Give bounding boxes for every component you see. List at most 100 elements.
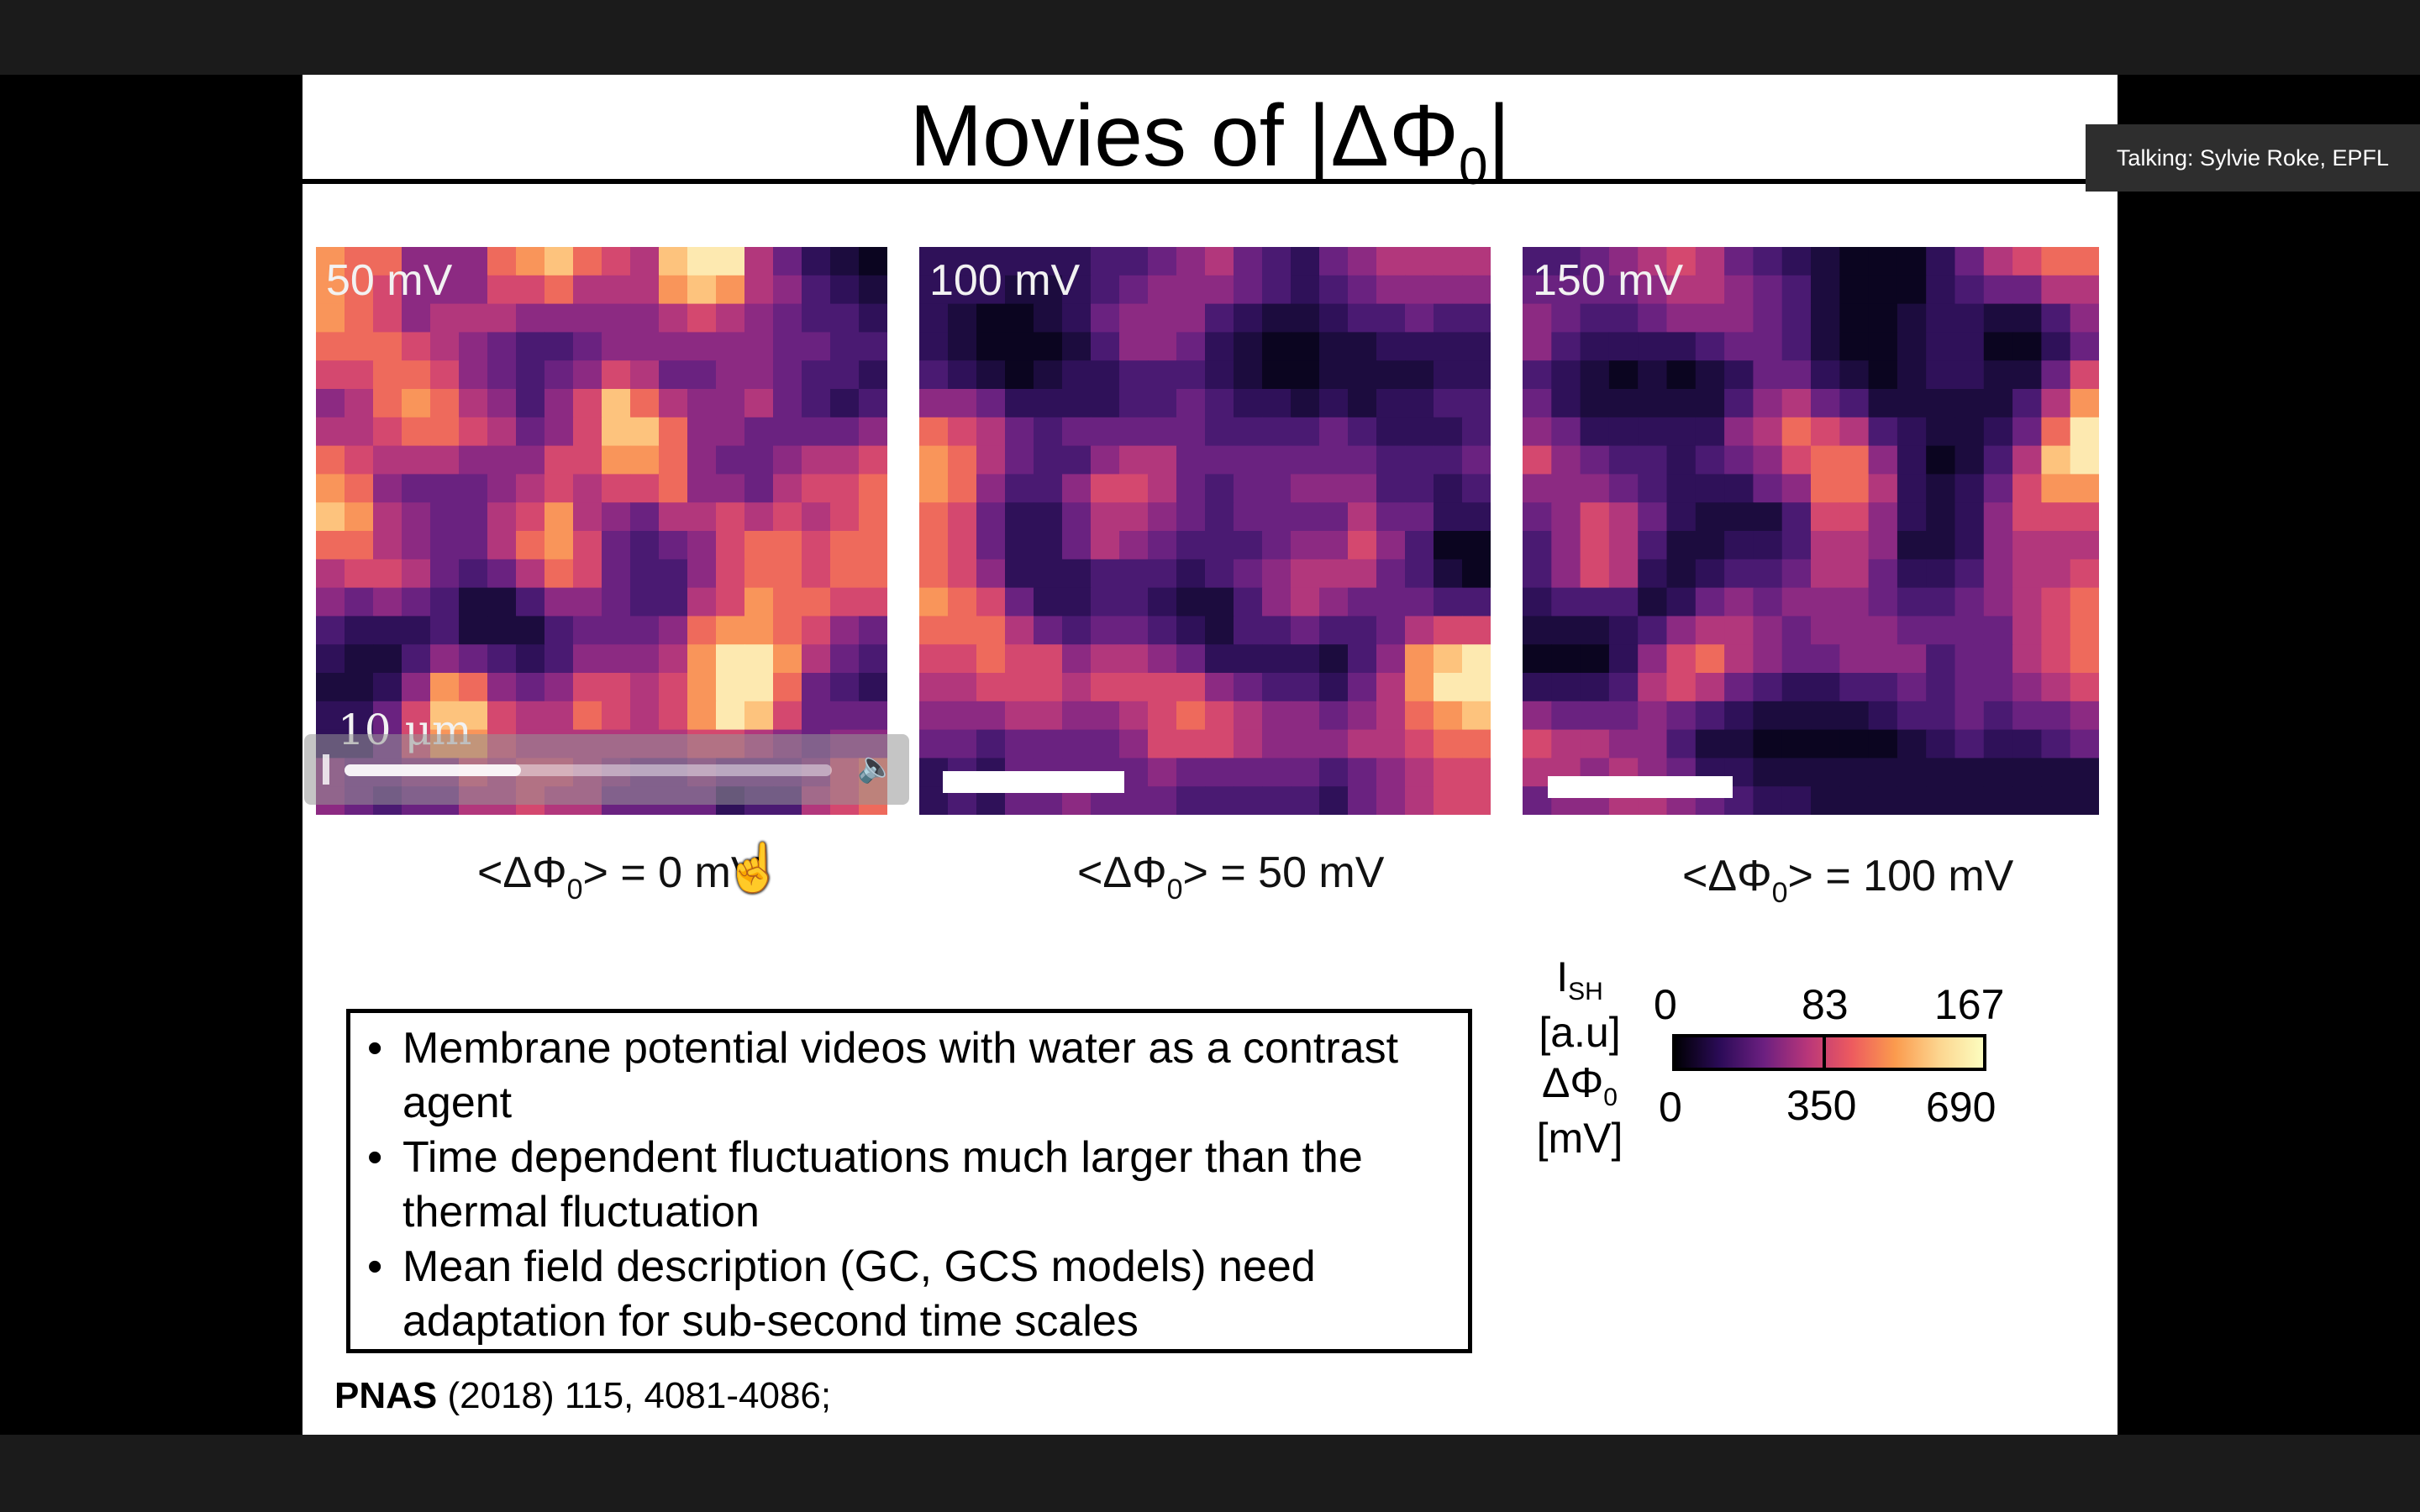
heatmap-pixel <box>1753 644 1783 674</box>
heatmap-pixel <box>716 275 745 305</box>
heatmap-pixel <box>659 616 688 645</box>
heatmap-pixel <box>602 417 631 447</box>
heatmap-pixel <box>919 531 949 560</box>
heatmap-pixel <box>802 502 831 532</box>
heatmap-pixel <box>773 389 802 418</box>
heatmap-pixel <box>859 644 887 674</box>
heatmap-pixel <box>1580 247 1610 276</box>
caption-3: <ΔΦ0> = 100 mV <box>1682 851 2013 910</box>
heatmap-pixel <box>659 559 688 589</box>
heatmap-pixel <box>2012 303 2043 333</box>
heatmap-pixel <box>1091 445 1120 475</box>
heatmap-pixel <box>402 644 431 674</box>
heatmap-pixel <box>1234 360 1263 390</box>
heatmap-pixel <box>602 559 631 589</box>
heatmap-pixel <box>402 247 431 276</box>
heatmap-pixel <box>1983 758 2013 787</box>
heatmap-pixel <box>2041 332 2071 361</box>
heatmap-pixel <box>459 275 488 305</box>
heatmap-pixel <box>1148 474 1177 503</box>
ish-label-sub: SH <box>1568 978 1603 1005</box>
heatmap-pixel <box>830 701 860 731</box>
heatmap-pixel <box>487 616 517 645</box>
heatmap-pixel <box>1062 673 1092 702</box>
heatmap-pixel <box>1695 303 1725 333</box>
heatmap-pixel <box>1811 332 1840 361</box>
heatmap-pixel <box>402 474 431 503</box>
heatmap-pixel <box>859 616 887 645</box>
heatmap-pixel <box>1291 701 1320 731</box>
heatmap-pixel <box>1753 445 1783 475</box>
panel-label-1: 50 mV <box>326 256 453 305</box>
heatmap-pixel <box>602 616 631 645</box>
heatmap-pixel <box>1580 587 1610 617</box>
heatmap-pixel <box>1551 502 1581 532</box>
heatmap-pixel <box>1148 616 1177 645</box>
heatmap-pixel <box>1724 616 1754 645</box>
heatmap-pixel <box>2070 360 2099 390</box>
heatmap-pixel <box>1405 701 1434 731</box>
heatmap-pixel <box>1753 786 1783 815</box>
heatmap-pixel <box>1291 389 1320 418</box>
heatmap-pixel <box>1148 559 1177 589</box>
heatmap-pixel <box>919 673 949 702</box>
heatmap-pixel <box>1724 701 1754 731</box>
heatmap-pixel <box>402 389 431 418</box>
speaker-icon[interactable]: 🔈 <box>857 749 895 784</box>
heatmap-pixel <box>1205 531 1234 560</box>
video-controls[interactable]: 🔈 <box>304 734 909 805</box>
heatmap-pixel <box>1234 587 1263 617</box>
ish-unit: [a.u] <box>1539 1009 1621 1056</box>
heatmap-pixel <box>1638 332 1668 361</box>
heatmap-pixel <box>1348 644 1377 674</box>
heatmap-pixel <box>976 332 1006 361</box>
heatmap-pixel <box>1523 673 1552 702</box>
heatmap-pixel <box>1811 445 1840 475</box>
heatmap-pixel <box>1091 247 1120 276</box>
heatmap-pixel <box>459 445 488 475</box>
heatmap-pixel <box>1119 275 1149 305</box>
heatmap-pixel <box>744 474 774 503</box>
heatmap-pixel <box>1897 389 1927 418</box>
colorbar-bottom-tick-2: 350 <box>1786 1082 1857 1129</box>
heatmap-pixel <box>1897 531 1927 560</box>
heatmap-pixel <box>1724 502 1754 532</box>
heatmap-pixel <box>1954 445 1985 475</box>
heatmap-pixel <box>1005 531 1034 560</box>
heatmap-pixel <box>487 531 517 560</box>
heatmap-pixel <box>1434 275 1463 305</box>
heatmap-pixel <box>1580 360 1610 390</box>
heatmap-pixel <box>1781 587 1812 617</box>
heatmap-pixel <box>830 644 860 674</box>
heatmap-pixel <box>1119 587 1149 617</box>
heatmap-pixel <box>2012 445 2043 475</box>
heatmap-pixel <box>1062 445 1092 475</box>
heatmap-pixel <box>573 644 602 674</box>
heatmap-pixel <box>1205 587 1234 617</box>
heatmap-pixel <box>1005 303 1034 333</box>
play-pause-icon[interactable] <box>323 754 329 785</box>
heatmap-pixel <box>659 644 688 674</box>
heatmap-pixel <box>1695 360 1725 390</box>
heatmap-pixel <box>630 417 660 447</box>
heatmap-pixel <box>345 389 374 418</box>
heatmap-pixel <box>487 502 517 532</box>
heatmap-pixel <box>773 417 802 447</box>
heatmap-pixel <box>859 275 887 305</box>
heatmap-pixel <box>573 417 602 447</box>
heatmap-pixel <box>1462 275 1491 305</box>
heatmap-pixel <box>1119 360 1149 390</box>
citation-details: (2018) 115, 4081-4086; <box>437 1375 832 1416</box>
heatmap-pixel <box>1811 673 1840 702</box>
heatmap-pixel <box>919 502 949 532</box>
heatmap-pixel <box>1319 275 1349 305</box>
heatmap-pixel <box>1811 303 1840 333</box>
heatmap-pixel <box>1551 389 1581 418</box>
heatmap-pixel <box>459 360 488 390</box>
heatmap-pixel <box>345 360 374 390</box>
heatmap-pixel <box>430 531 460 560</box>
heatmap-pixel <box>976 616 1006 645</box>
heatmap-pixel <box>516 275 545 305</box>
heatmap-pixel <box>1434 502 1463 532</box>
heatmap-pixel <box>1868 275 1898 305</box>
